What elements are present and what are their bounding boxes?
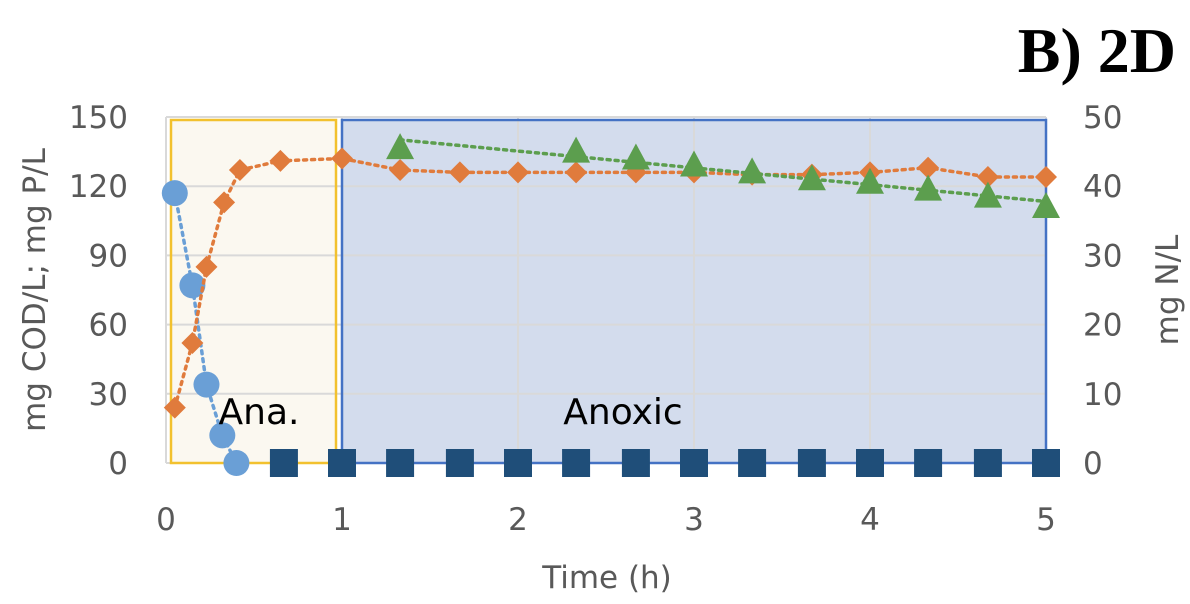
data-point-diamond [1035, 165, 1057, 188]
y-left-tick-label: 120 [69, 169, 128, 205]
data-point-triangle [738, 157, 767, 184]
data-point-square [973, 449, 1002, 477]
y-left-tick-label: 60 [89, 308, 128, 344]
x-tick-label: 2 [508, 502, 528, 538]
x-tick-label: 0 [156, 502, 176, 538]
data-point-square [797, 449, 826, 477]
y-right-tick-label: 50 [1083, 100, 1122, 136]
data-point-diamond [331, 147, 353, 170]
data-point-square [856, 449, 884, 477]
data-point-diamond [163, 396, 186, 419]
data-point-square [562, 449, 591, 477]
y-axis-title-left: mg COD/L; mg P/L [17, 147, 53, 432]
data-point-triangle [797, 164, 826, 191]
y-right-tick-label: 10 [1083, 377, 1122, 413]
data-point-diamond [213, 191, 236, 214]
data-point-diamond [565, 161, 588, 184]
series-layer [161, 133, 1060, 477]
data-point-circle [209, 422, 236, 449]
data-point-diamond [448, 161, 471, 184]
data-point-square [386, 449, 415, 477]
y-right-tick-label: 40 [1083, 169, 1122, 205]
y-left-tick-label: 30 [89, 377, 128, 413]
data-point-triangle [562, 136, 591, 163]
data-point-square [738, 449, 767, 477]
y-left-tick-label: 0 [108, 446, 128, 482]
data-point-diamond [976, 165, 999, 188]
data-point-square [269, 449, 298, 477]
data-point-square [504, 449, 532, 477]
data-point-diamond [181, 332, 204, 355]
x-tick-label: 3 [684, 502, 704, 538]
x-tick-label: 5 [1036, 502, 1056, 538]
data-point-square [328, 449, 356, 477]
data-point-square [914, 449, 943, 477]
y-left-tick-label: 150 [69, 100, 128, 136]
data-point-circle [161, 180, 188, 207]
y-left-tick-label: 90 [89, 238, 128, 274]
region-border-0 [169, 118, 338, 465]
data-point-diamond [195, 255, 218, 278]
x-tick-label: 4 [860, 502, 880, 538]
data-point-triangle [680, 150, 708, 177]
data-point-diamond [228, 159, 251, 182]
x-tick-label: 1 [332, 502, 352, 538]
data-point-square [445, 449, 474, 477]
data-point-circle [223, 450, 250, 476]
region-label-anoxic: Anoxic [563, 392, 682, 433]
data-point-triangle [973, 181, 1002, 208]
data-point-square [621, 449, 650, 477]
data-point-triangle [386, 133, 415, 160]
data-point-circle [193, 371, 220, 398]
series-2-trendline [398, 138, 1048, 204]
data-point-triangle [621, 143, 650, 170]
data-point-diamond [507, 161, 529, 184]
data-point-diamond [917, 156, 940, 179]
data-point-triangle [914, 174, 943, 201]
data-point-square [680, 449, 708, 477]
data-point-diamond [269, 149, 292, 172]
x-axis-title: Time (h) [541, 560, 672, 596]
y-right-tick-label: 30 [1083, 238, 1122, 274]
y-right-tick-label: 20 [1083, 308, 1122, 344]
panel-label: B) 2D [1018, 15, 1176, 86]
data-point-triangle [1032, 191, 1060, 218]
data-point-square [1032, 449, 1060, 477]
region-label-anaerobic: Ana. [219, 392, 300, 433]
y-right-tick-label: 0 [1083, 446, 1103, 482]
data-point-diamond [389, 159, 412, 182]
data-point-triangle [856, 167, 884, 194]
y-axis-title-right: mg N/L [1150, 234, 1186, 345]
data-point-circle [179, 272, 206, 299]
